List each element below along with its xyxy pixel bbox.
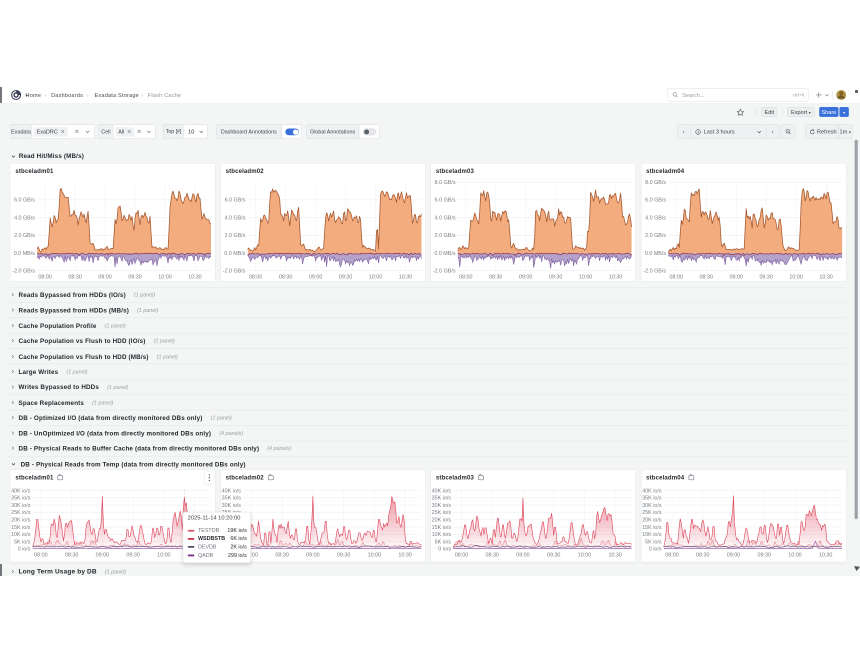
svg-text:5K io/s: 5K io/s (435, 540, 452, 546)
svg-text:40K io/s: 40K io/s (221, 488, 241, 494)
svg-text:10K io/s: 10K io/s (11, 532, 31, 538)
svg-text:10:00: 10:00 (157, 553, 170, 559)
svg-text:08:30: 08:30 (489, 274, 502, 280)
svg-text:10:30: 10:30 (188, 274, 201, 280)
svg-text:08:30: 08:30 (699, 274, 712, 280)
svg-text:08:00: 08:00 (459, 274, 472, 280)
svg-text:10:30: 10:30 (399, 274, 412, 280)
svg-text:6.0 GB/s: 6.0 GB/s (435, 197, 456, 203)
svg-text:0.0 MB/s: 0.0 MB/s (645, 251, 666, 257)
svg-text:0 io/s: 0 io/s (438, 547, 451, 553)
svg-text:40K io/s: 40K io/s (11, 488, 31, 494)
svg-text:10:00: 10:00 (158, 274, 171, 280)
svg-text:10:30: 10:30 (609, 553, 622, 559)
svg-text:-2.0 GB/s: -2.0 GB/s (433, 268, 456, 274)
svg-text:6.0 GB/s: 6.0 GB/s (14, 197, 35, 203)
svg-text:4.0 GB/s: 4.0 GB/s (14, 215, 35, 221)
svg-text:2.0 GB/s: 2.0 GB/s (224, 233, 245, 239)
svg-text:09:30: 09:30 (757, 553, 770, 559)
svg-text:25K io/s: 25K io/s (432, 510, 452, 516)
svg-text:08:00: 08:00 (455, 553, 468, 559)
svg-text:09:00: 09:00 (96, 553, 109, 559)
svg-text:08:30: 08:30 (696, 553, 709, 559)
svg-text:10:30: 10:30 (609, 274, 622, 280)
svg-text:09:30: 09:30 (339, 274, 352, 280)
svg-text:5K io/s: 5K io/s (14, 540, 31, 546)
svg-text:09:30: 09:30 (127, 553, 140, 559)
svg-text:0.0 MB/s: 0.0 MB/s (14, 251, 35, 257)
svg-text:30K io/s: 30K io/s (642, 503, 662, 509)
svg-text:20K io/s: 20K io/s (642, 518, 662, 524)
svg-text:8.0 GB/s: 8.0 GB/s (645, 180, 666, 186)
svg-text:4.0 GB/s: 4.0 GB/s (435, 215, 456, 221)
svg-text:08:30: 08:30 (486, 553, 499, 559)
svg-text:4.0 GB/s: 4.0 GB/s (645, 215, 666, 221)
svg-text:30K io/s: 30K io/s (432, 503, 452, 509)
svg-text:08:30: 08:30 (65, 553, 78, 559)
svg-text:10:30: 10:30 (398, 553, 411, 559)
svg-text:09:00: 09:00 (99, 274, 112, 280)
svg-text:10:00: 10:00 (368, 553, 381, 559)
svg-text:08:30: 08:30 (279, 274, 292, 280)
svg-text:09:00: 09:00 (306, 553, 319, 559)
svg-text:09:30: 09:30 (547, 553, 560, 559)
svg-text:10:30: 10:30 (819, 553, 832, 559)
svg-text:08:30: 08:30 (69, 274, 82, 280)
svg-text:20K io/s: 20K io/s (432, 518, 452, 524)
svg-text:30K io/s: 30K io/s (11, 503, 31, 509)
svg-text:09:30: 09:30 (759, 274, 772, 280)
svg-text:15K io/s: 15K io/s (432, 525, 452, 531)
svg-text:35K io/s: 35K io/s (432, 496, 452, 502)
svg-text:-2.0 GB/s: -2.0 GB/s (643, 268, 666, 274)
svg-text:08:00: 08:00 (249, 274, 262, 280)
svg-text:10K io/s: 10K io/s (432, 532, 452, 538)
svg-text:0 io/s: 0 io/s (649, 547, 662, 553)
svg-text:09:00: 09:00 (519, 274, 532, 280)
svg-text:09:00: 09:00 (309, 274, 322, 280)
svg-text:10:00: 10:00 (579, 274, 592, 280)
svg-text:25K io/s: 25K io/s (642, 510, 662, 516)
svg-text:6.0 GB/s: 6.0 GB/s (645, 197, 666, 203)
svg-text:08:00: 08:00 (665, 553, 678, 559)
svg-text:40K io/s: 40K io/s (432, 488, 452, 494)
svg-text:-2.0 GB/s: -2.0 GB/s (12, 268, 35, 274)
svg-text:09:30: 09:30 (337, 553, 350, 559)
svg-text:08:00: 08:00 (34, 553, 47, 559)
svg-text:15K io/s: 15K io/s (642, 525, 662, 531)
svg-text:10:30: 10:30 (819, 274, 832, 280)
svg-text:09:00: 09:00 (516, 553, 529, 559)
svg-text:20K io/s: 20K io/s (11, 518, 31, 524)
svg-text:2.0 GB/s: 2.0 GB/s (645, 233, 666, 239)
svg-text:15K io/s: 15K io/s (11, 525, 31, 531)
svg-text:2.0 GB/s: 2.0 GB/s (435, 233, 456, 239)
svg-text:09:00: 09:00 (729, 274, 742, 280)
svg-text:30K io/s: 30K io/s (221, 503, 241, 509)
svg-text:25K io/s: 25K io/s (11, 510, 31, 516)
svg-text:5K io/s: 5K io/s (645, 540, 662, 546)
svg-text:8.0 GB/s: 8.0 GB/s (435, 180, 456, 186)
svg-text:08:00: 08:00 (39, 274, 52, 280)
svg-text:09:30: 09:30 (128, 274, 141, 280)
svg-text:0 io/s: 0 io/s (18, 547, 31, 553)
svg-text:10:00: 10:00 (578, 553, 591, 559)
svg-text:35K io/s: 35K io/s (221, 496, 241, 502)
svg-text:0.0 MB/s: 0.0 MB/s (224, 251, 245, 257)
svg-text:10:00: 10:00 (369, 274, 382, 280)
svg-text:10:00: 10:00 (789, 274, 802, 280)
svg-text:09:30: 09:30 (549, 274, 562, 280)
svg-text:40K io/s: 40K io/s (642, 488, 662, 494)
svg-text:6.0 GB/s: 6.0 GB/s (224, 197, 245, 203)
svg-text:0.0 MB/s: 0.0 MB/s (434, 251, 455, 257)
svg-text:10:00: 10:00 (788, 553, 801, 559)
svg-text:08:00: 08:00 (245, 553, 258, 559)
svg-text:08:00: 08:00 (669, 274, 682, 280)
svg-text:35K io/s: 35K io/s (642, 496, 662, 502)
svg-text:35K io/s: 35K io/s (11, 496, 31, 502)
svg-text:4.0 GB/s: 4.0 GB/s (224, 215, 245, 221)
svg-text:2.0 GB/s: 2.0 GB/s (14, 233, 35, 239)
svg-text:08:30: 08:30 (275, 553, 288, 559)
svg-text:09:00: 09:00 (727, 553, 740, 559)
svg-text:10K io/s: 10K io/s (642, 532, 662, 538)
svg-text:-2.0 GB/s: -2.0 GB/s (223, 268, 246, 274)
